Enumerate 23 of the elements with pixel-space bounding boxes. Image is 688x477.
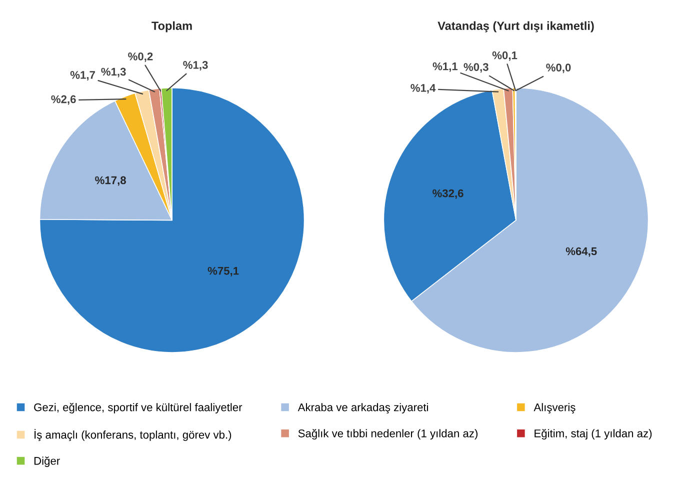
data-label: %1,3	[183, 61, 208, 70]
chart-title: Toplam	[152, 21, 192, 32]
data-label: %1,7	[70, 71, 95, 81]
data-label: %2,6	[51, 95, 76, 105]
legend-label: Akraba ve arkadaş ziyareti	[298, 403, 428, 414]
legend-label: Alışveriş	[534, 403, 576, 414]
data-label: %1,4	[410, 84, 436, 94]
legend-label: İş amaçlı (konferans, toplantı, görev vb.)	[34, 428, 232, 441]
legend-label: Eğitim, staj (1 yıldan az)	[534, 429, 652, 440]
legend-label: Gezi, eğlence, sportif ve kültürel faaliyetler	[34, 402, 242, 414]
data-label: %0,3	[464, 63, 488, 73]
legend-label: Diğer	[34, 456, 60, 467]
text: %0,0	[546, 64, 571, 74]
chart-title: Vatandaş (Yurt dışı ikametli)	[438, 21, 594, 32]
data-label: %64,5	[566, 247, 597, 257]
data-label: %75,1	[208, 266, 239, 276]
data-label: %1,3	[101, 68, 126, 78]
data-label: %32,6	[432, 189, 464, 199]
data-label: %17,8	[95, 176, 126, 186]
data-label: %0,2	[128, 52, 153, 62]
data-label: %0,1	[492, 51, 518, 61]
data-label: %1,1	[432, 62, 458, 72]
legend-label: Sağlık ve tıbbi nedenler (1 yıldan az)	[298, 429, 478, 440]
